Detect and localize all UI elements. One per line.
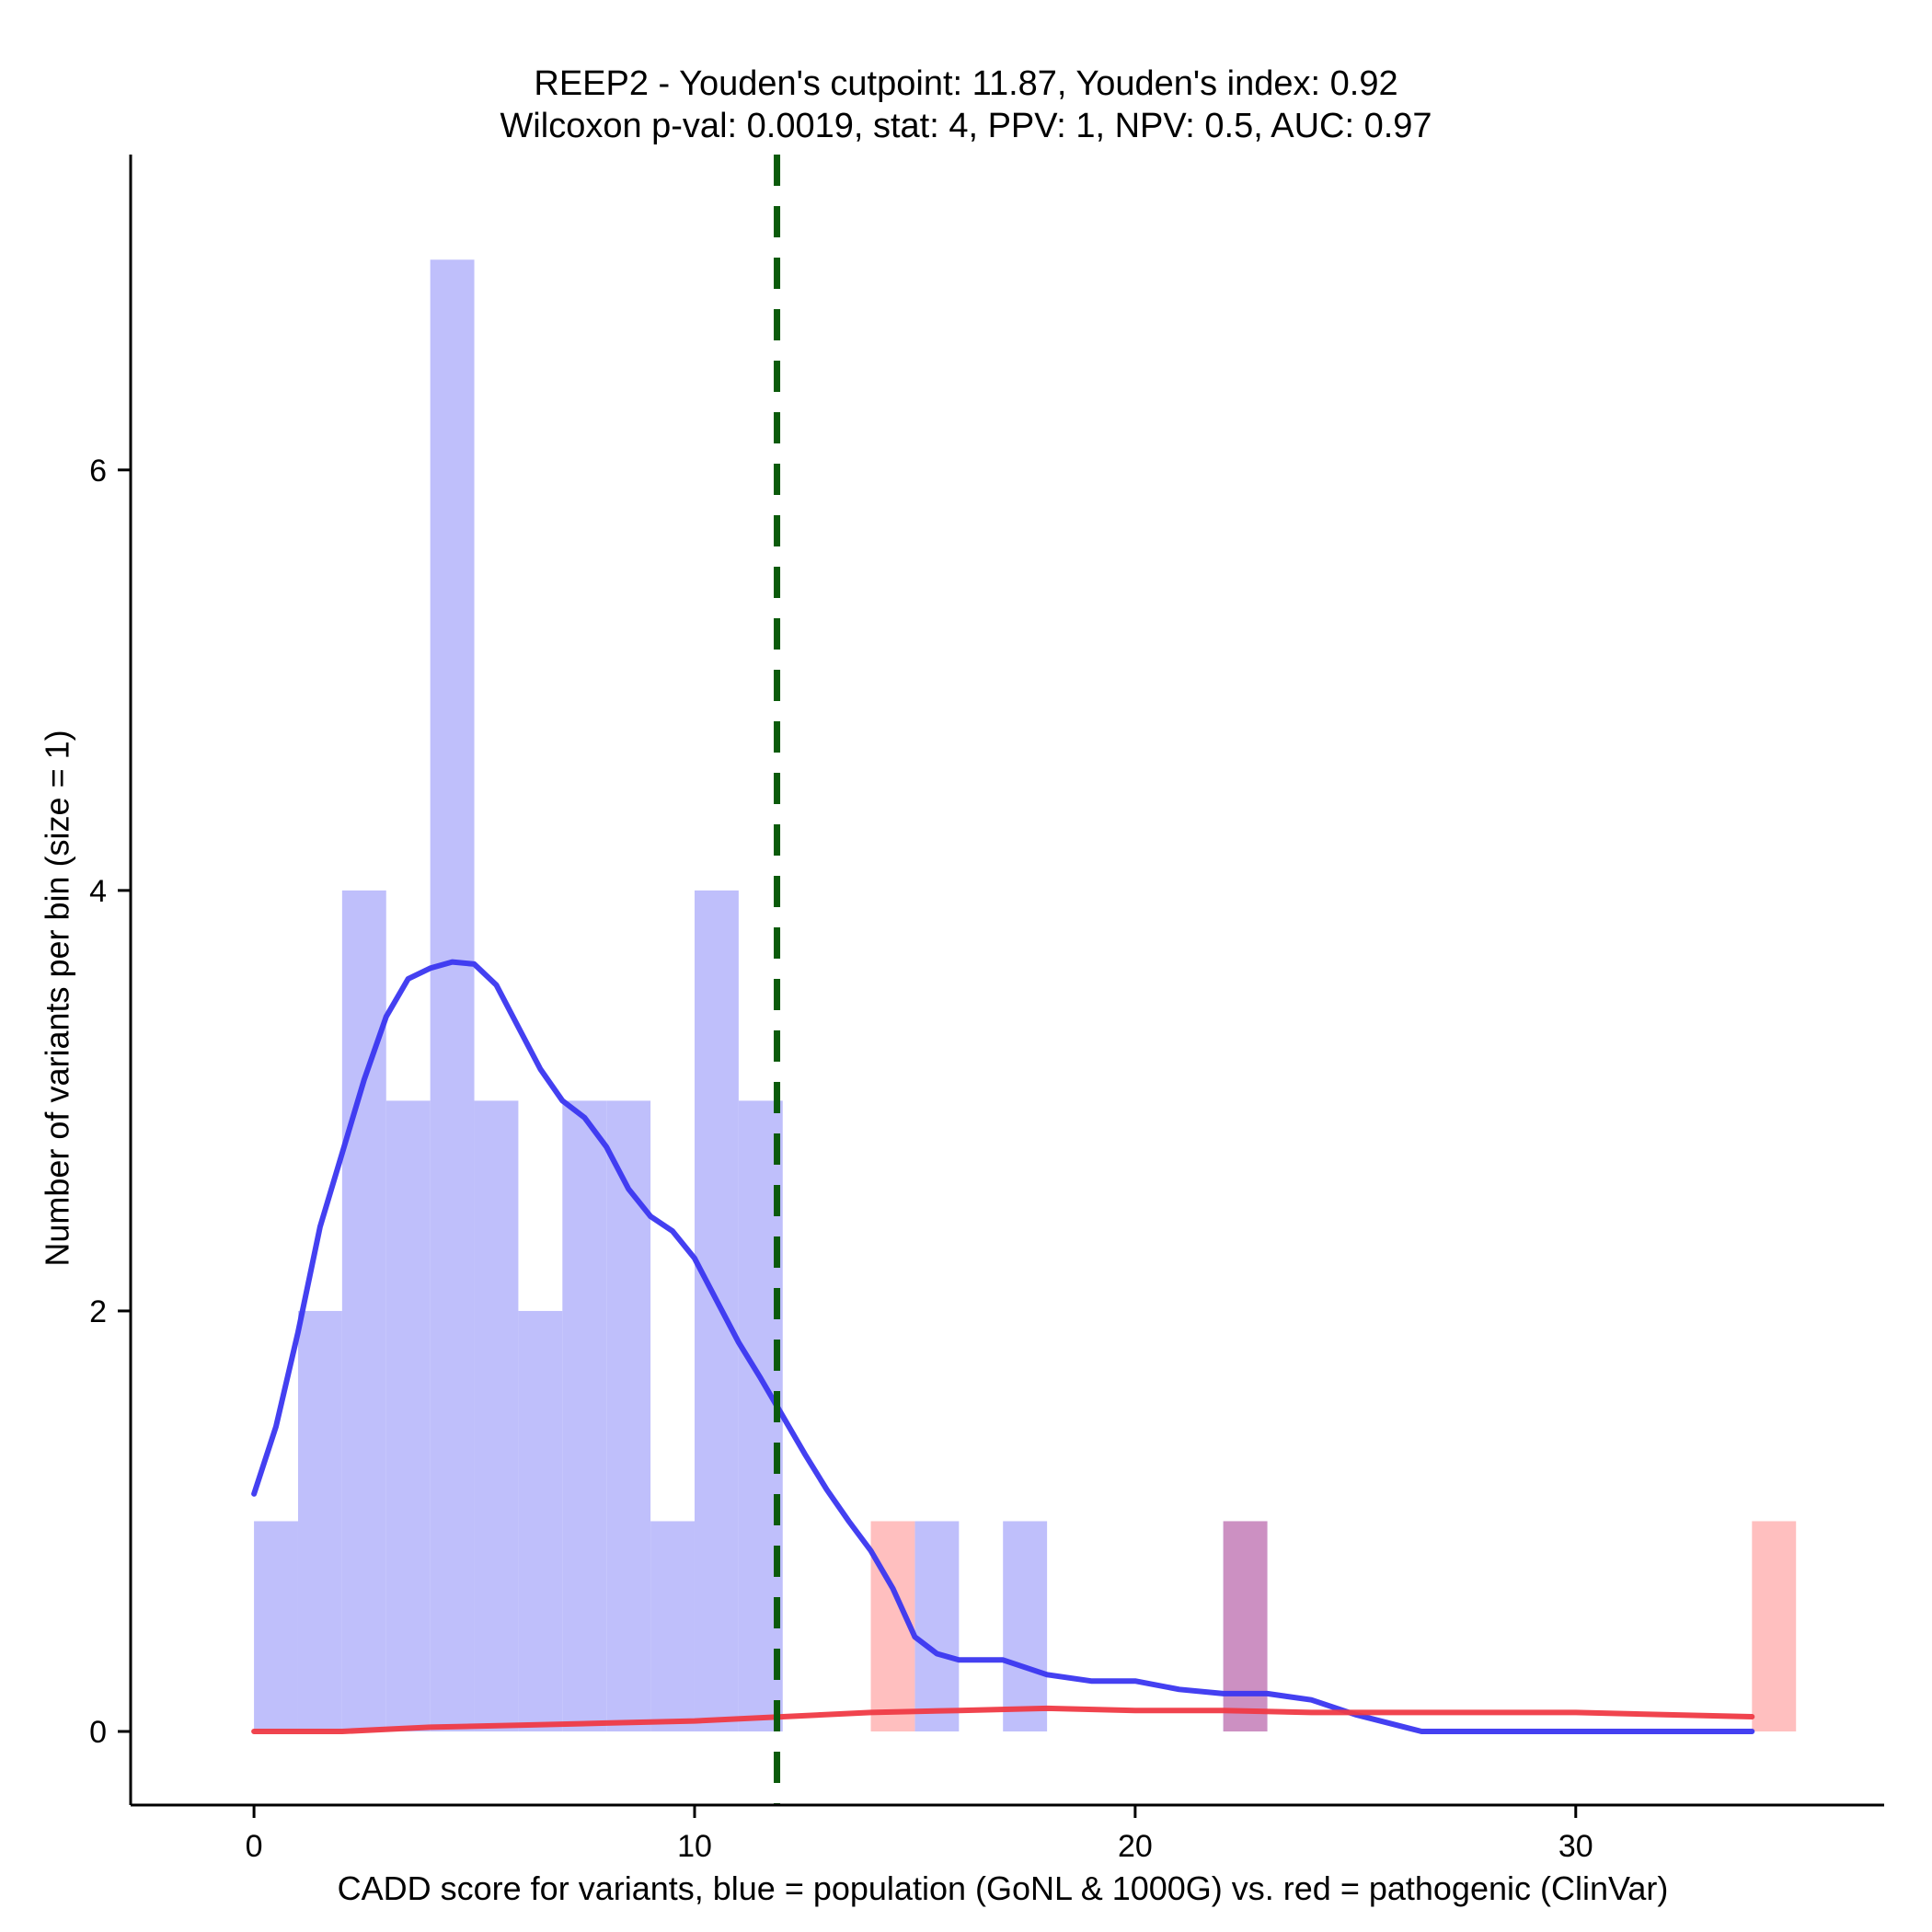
y-ticks: 0 2 4 6	[89, 454, 131, 1750]
x-tick-label-30: 30	[1558, 1829, 1593, 1864]
bar-population-1	[297, 1310, 342, 1732]
bar-pathogenic-22	[1223, 1521, 1268, 1732]
x-ticks: 0 10 20 30	[246, 1805, 1593, 1864]
axes	[129, 155, 1884, 1807]
x-axis-label: CADD score for variants, blue = populati…	[337, 1869, 1669, 1907]
bar-population-5	[474, 1100, 519, 1732]
y-tick-label-4: 4	[89, 874, 107, 909]
density-curves	[251, 959, 1755, 1734]
density-curve-pathogenic	[251, 1705, 1755, 1734]
bar-population-10	[694, 890, 739, 1732]
bar-population-17	[1003, 1521, 1048, 1732]
bar-population-0	[254, 1521, 298, 1732]
bar-population-6	[518, 1310, 563, 1732]
y-tick-label-2: 2	[89, 1294, 107, 1329]
chart-subtitle: Wilcoxon p-val: 0.0019, stat: 4, PPV: 1,…	[500, 107, 1432, 145]
bar-population-8	[606, 1100, 651, 1732]
density-curve-population	[251, 959, 1755, 1734]
y-tick-label-0: 0	[89, 1715, 107, 1750]
y-tick-label-6: 6	[89, 454, 107, 489]
bar-population-15	[914, 1521, 960, 1732]
y-axis-label: Number of variants per bin (size = 1)	[38, 730, 76, 1267]
bar-population-3	[385, 1100, 431, 1732]
x-tick-label-0: 0	[246, 1829, 263, 1864]
bar-population-7	[562, 1100, 607, 1732]
x-tick-label-20: 20	[1118, 1829, 1153, 1864]
bar-population-9	[650, 1521, 695, 1732]
histogram-bars	[254, 259, 1797, 1732]
bar-population-4	[430, 259, 475, 1732]
x-tick-label-10: 10	[677, 1829, 712, 1864]
bar-pathogenic-34	[1752, 1521, 1797, 1732]
chart-title: REEP2 - Youden's cutpoint: 11.87, Youden…	[534, 64, 1398, 103]
bar-population-2	[341, 890, 386, 1732]
